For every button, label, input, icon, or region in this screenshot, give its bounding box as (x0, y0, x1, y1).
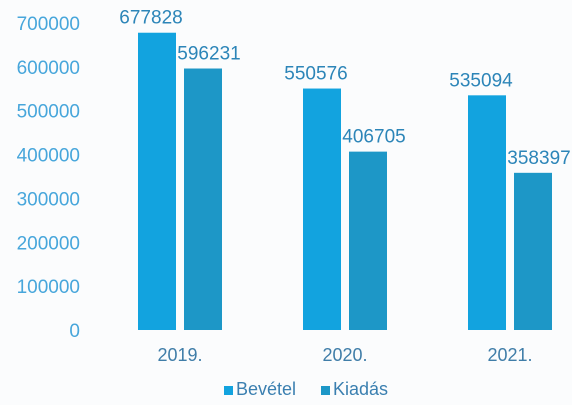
legend-swatch (224, 386, 233, 395)
legend: Bevétel Kiadás (224, 379, 388, 399)
x-tick-label: 2019. (157, 345, 202, 365)
y-tick-label: 400000 (17, 146, 80, 167)
y-tick-label: 500000 (17, 102, 80, 123)
y-tick-label: 200000 (17, 233, 80, 254)
bar-bevetel-0 (138, 32, 176, 331)
bar-kiadas-0 (184, 68, 222, 330)
legend-label: Kiadás (333, 379, 388, 399)
data-labels: 677828 596231 550576 406705 535094 358397 (119, 8, 570, 169)
y-tick-label: 0 (69, 321, 80, 342)
data-label: 677828 (119, 8, 182, 29)
bars (138, 32, 552, 331)
data-label: 406705 (342, 127, 405, 148)
y-axis-ticks: 0 100000 200000 300000 400000 500000 600000 700… (17, 14, 80, 342)
data-label: 358397 (507, 148, 570, 169)
data-label: 550576 (284, 64, 347, 85)
x-tick-label: 2021. (487, 345, 532, 365)
y-tick-label: 700000 (17, 14, 80, 35)
legend-swatch (321, 386, 330, 395)
data-label: 596231 (177, 44, 240, 65)
legend-label: Bevétel (236, 379, 296, 399)
bar-kiadas-1 (349, 151, 387, 330)
bar-bevetel-1 (303, 88, 341, 330)
x-tick-label: 2020. (322, 345, 367, 365)
y-tick-label: 100000 (17, 277, 80, 298)
data-label: 535094 (449, 70, 513, 91)
bar-kiadas-2 (514, 172, 552, 330)
x-axis-ticks: 2019. 2020. 2021. (157, 345, 532, 365)
y-tick-label: 300000 (17, 189, 80, 210)
y-tick-label: 600000 (17, 58, 80, 79)
bar-bevetel-2 (468, 95, 506, 330)
